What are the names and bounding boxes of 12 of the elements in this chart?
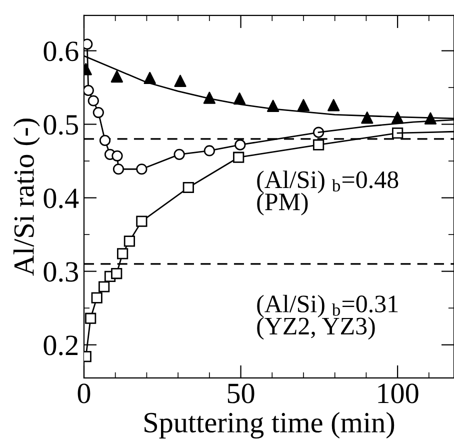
- y-tick-label: 0.3: [44, 262, 78, 282]
- y-tick-label: 0.5: [44, 115, 78, 135]
- text: (Al/Si) $_{b}$=0.48 (PM): [257, 170, 398, 216]
- annotation: (Al/Si) $_{b}$=0.31 (YZ2, YZ3): [257, 294, 398, 340]
- x-axis-title: Sputtering time (min): [144, 412, 394, 439]
- y-axis-title: Al/Si ratio (-): [13, 118, 40, 276]
- x-tick-label: 50: [228, 384, 254, 404]
- y-tick-label: 0.6: [44, 41, 78, 62]
- x-tick-label: 100: [378, 384, 418, 404]
- y-tick-label: 0.2: [44, 336, 78, 356]
- y-tick-label: 0.4: [44, 188, 79, 208]
- x-tick-label: 0: [78, 384, 90, 404]
